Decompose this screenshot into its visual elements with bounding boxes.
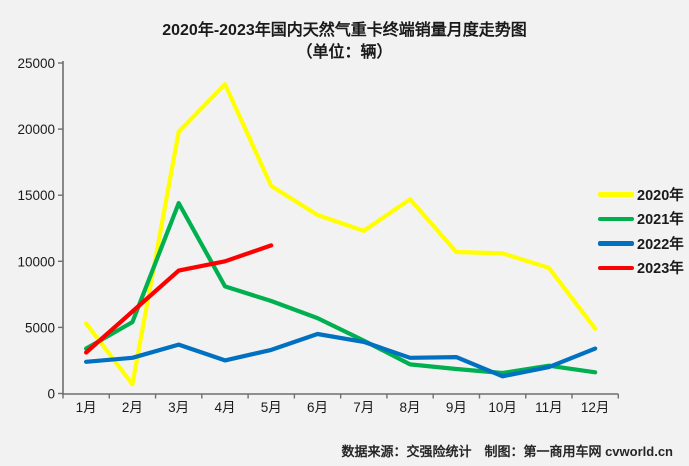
x-axis-tick-label: 12月 [581,400,610,415]
legend-label: 2021年 [637,212,684,229]
legend-label: 2022年 [637,236,684,253]
legend-item-2021年: 2021年 [598,207,684,232]
x-axis-tick-label: 1月 [76,400,97,415]
chart-title: 2020年-2023年国内天然气重卡终端销量月度走势图 [162,22,527,39]
series-line-2022年 [83,331,598,379]
legend-label: 2023年 [637,261,684,278]
legend-item-2020年: 2020年 [598,182,684,207]
y-axis-tick-label: 20000 [17,122,55,137]
x-axis-tick-label: 7月 [353,400,374,415]
legend-line-swatch [598,216,634,221]
legend-label: 2020年 [637,187,684,204]
x-axis-tick-label: 6月 [307,400,328,415]
x-axis-tick-label: 2月 [122,400,143,415]
legend-line-swatch [598,241,634,246]
chart-legend: 2020年 2021年 2022年 2023年 [598,182,684,280]
title-block: 2020年-2023年国内天然气重卡终端销量月度走势图 （单位：辆） [0,20,689,64]
legend-item-2023年: 2023年 [598,256,684,281]
x-axis-tick-label: 4月 [214,400,235,415]
y-axis-tick-label: 10000 [17,254,55,269]
x-axis-tick-label: 8月 [400,400,421,415]
y-axis-tick-label: 0 [47,387,55,402]
y-axis-tick-label: 5000 [25,320,55,335]
x-axis-tick-label: 9月 [446,400,467,415]
chart-subtitle: （单位：辆） [296,44,393,61]
x-axis-tick-label: 10月 [488,400,517,415]
legend-line-swatch [598,265,634,270]
x-axis-tick-label: 11月 [535,400,563,415]
x-axis-tick-label: 5月 [261,400,282,415]
series-line-2020年 [83,82,598,387]
x-axis-tick-label: 3月 [168,400,189,415]
data-source-note: 数据来源：交强险统计 制图：第一商用车网 cvworld.cn [341,444,673,459]
series-line-2023年 [83,243,274,355]
y-axis-tick-label: 15000 [17,188,55,203]
legend-line-swatch [598,192,634,197]
legend-item-2022年: 2022年 [598,231,684,256]
y-axis-tick-label: 25000 [17,56,55,71]
series-line-2021年 [83,201,598,376]
